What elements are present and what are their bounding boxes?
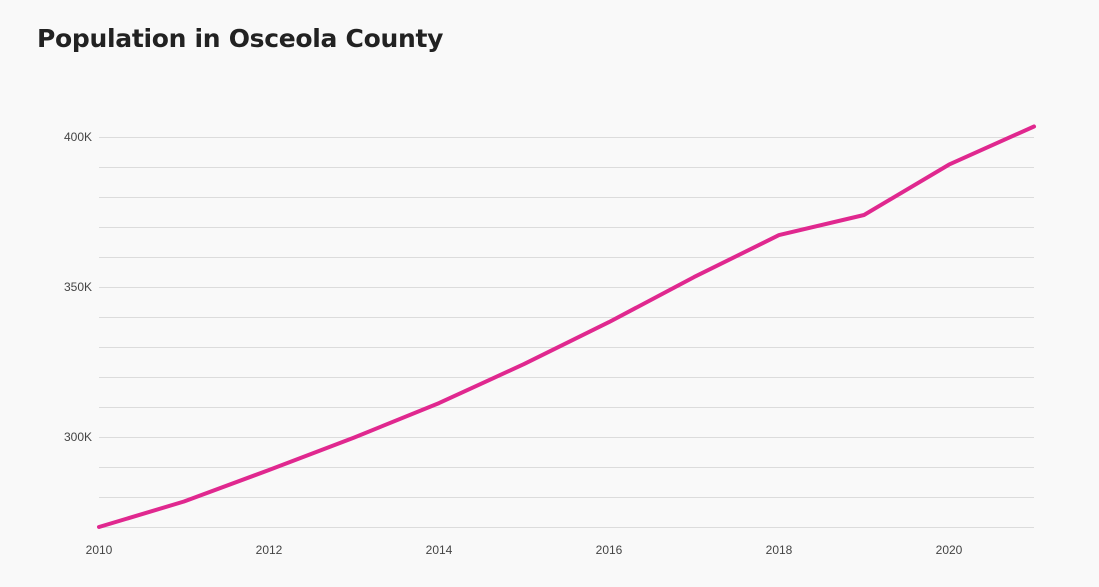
chart-title: Population in Osceola County xyxy=(37,24,444,53)
x-tick-label: 2018 xyxy=(766,543,793,557)
x-tick-label: 2020 xyxy=(936,543,963,557)
x-axis-ticks: 2010 2012 2014 2016 2018 2020 xyxy=(86,543,963,557)
y-axis-ticks: 300K 350K 400K xyxy=(64,130,92,444)
series-line xyxy=(97,124,1036,529)
series-group xyxy=(97,124,1036,529)
y-tick-label: 400K xyxy=(64,130,92,144)
x-tick-label: 2014 xyxy=(426,543,453,557)
x-tick-label: 2010 xyxy=(86,543,113,557)
x-tick-label: 2012 xyxy=(256,543,283,557)
y-tick-label: 300K xyxy=(64,430,92,444)
y-tick-label: 350K xyxy=(64,280,92,294)
gridlines xyxy=(99,137,1034,528)
x-tick-label: 2016 xyxy=(596,543,623,557)
